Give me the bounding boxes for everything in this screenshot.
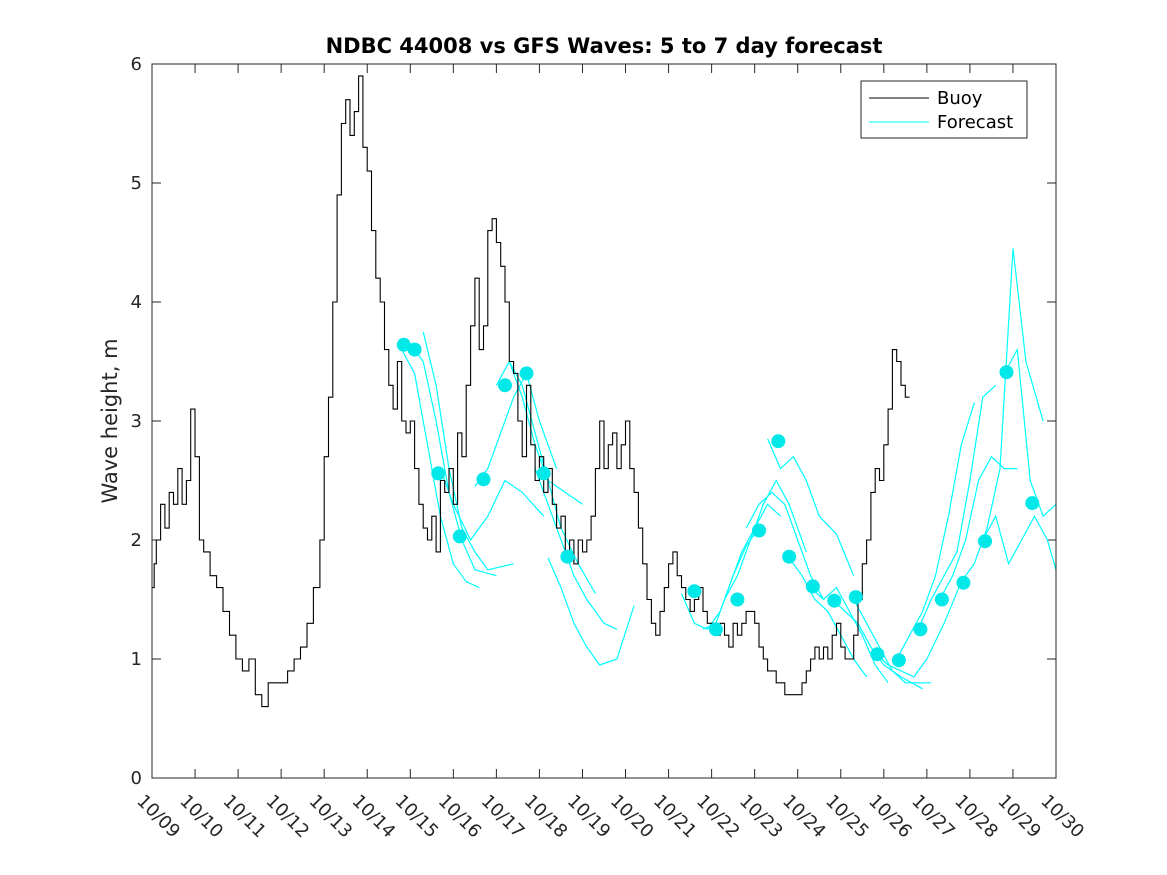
forecast-marker (407, 342, 422, 357)
legend: Buoy Forecast (860, 80, 1028, 139)
y-tick-label: 2 (131, 530, 142, 551)
forecast-line-12 (723, 479, 807, 600)
forecast-marker (999, 365, 1014, 380)
forecast-marker (431, 466, 446, 481)
forecast-line-23 (960, 248, 1044, 583)
forecast-marker (978, 534, 992, 549)
forecast-marker (498, 378, 512, 393)
y-axis-label: Wave height, m (98, 338, 122, 503)
forecast-marker (708, 622, 723, 637)
forecast-line-18 (853, 599, 932, 684)
forecast-marker (1025, 496, 1040, 511)
forecast-marker (848, 590, 863, 605)
forecast-line-14 (767, 438, 855, 576)
forecast-line-21 (917, 384, 997, 630)
forecast-marker (452, 529, 467, 544)
forecast-line-16 (810, 586, 889, 684)
forecast-marker (730, 592, 745, 607)
forecast-line-24 (982, 514, 1057, 570)
y-tick-label: 6 (131, 54, 142, 75)
forecast-marker (934, 592, 949, 607)
forecast-marker (870, 647, 885, 662)
forecast-marker (519, 366, 534, 381)
forecast-line-22 (939, 455, 1018, 600)
y-tick-label: 5 (131, 173, 142, 194)
forecast-marker (805, 579, 820, 594)
forecast-marker (396, 337, 411, 352)
legend-box (860, 80, 1028, 139)
forecast-line-17 (831, 599, 923, 690)
forecast-line-3 (422, 331, 514, 571)
y-tick-label: 4 (131, 292, 142, 313)
forecast-marker (687, 584, 702, 599)
forecast-marker (476, 472, 491, 487)
forecast-marker (536, 466, 551, 481)
forecast-marker (771, 434, 786, 449)
forecast-line-13 (745, 491, 825, 600)
forecast-line-20 (896, 402, 975, 660)
y-tick-label: 3 (131, 411, 142, 432)
forecast-line-5 (474, 371, 558, 487)
forecast-marker (752, 523, 766, 538)
series-layer (152, 75, 1057, 708)
chart-title: NDBC 44008 vs GFS Waves: 5 to 7 day fore… (326, 34, 883, 58)
forecast-marker (782, 549, 797, 564)
forecast-marker (827, 593, 842, 608)
forecast-line-19 (874, 581, 962, 678)
forecast-marker (956, 575, 971, 590)
legend-label-buoy: Buoy (937, 88, 983, 109)
forecast-line-25 (1003, 347, 1057, 518)
y-tick-label: 0 (131, 768, 142, 789)
forecast-line-8 (534, 468, 618, 630)
forecast-marker (891, 653, 906, 668)
forecast-marker (560, 549, 575, 564)
forecast-marker (913, 622, 928, 637)
y-tick-label: 1 (131, 649, 142, 670)
legend-label-forecast: Forecast (937, 112, 1013, 133)
forecast-line-9 (547, 557, 635, 666)
plot-frame (151, 63, 1057, 779)
buoy-line (152, 75, 910, 708)
